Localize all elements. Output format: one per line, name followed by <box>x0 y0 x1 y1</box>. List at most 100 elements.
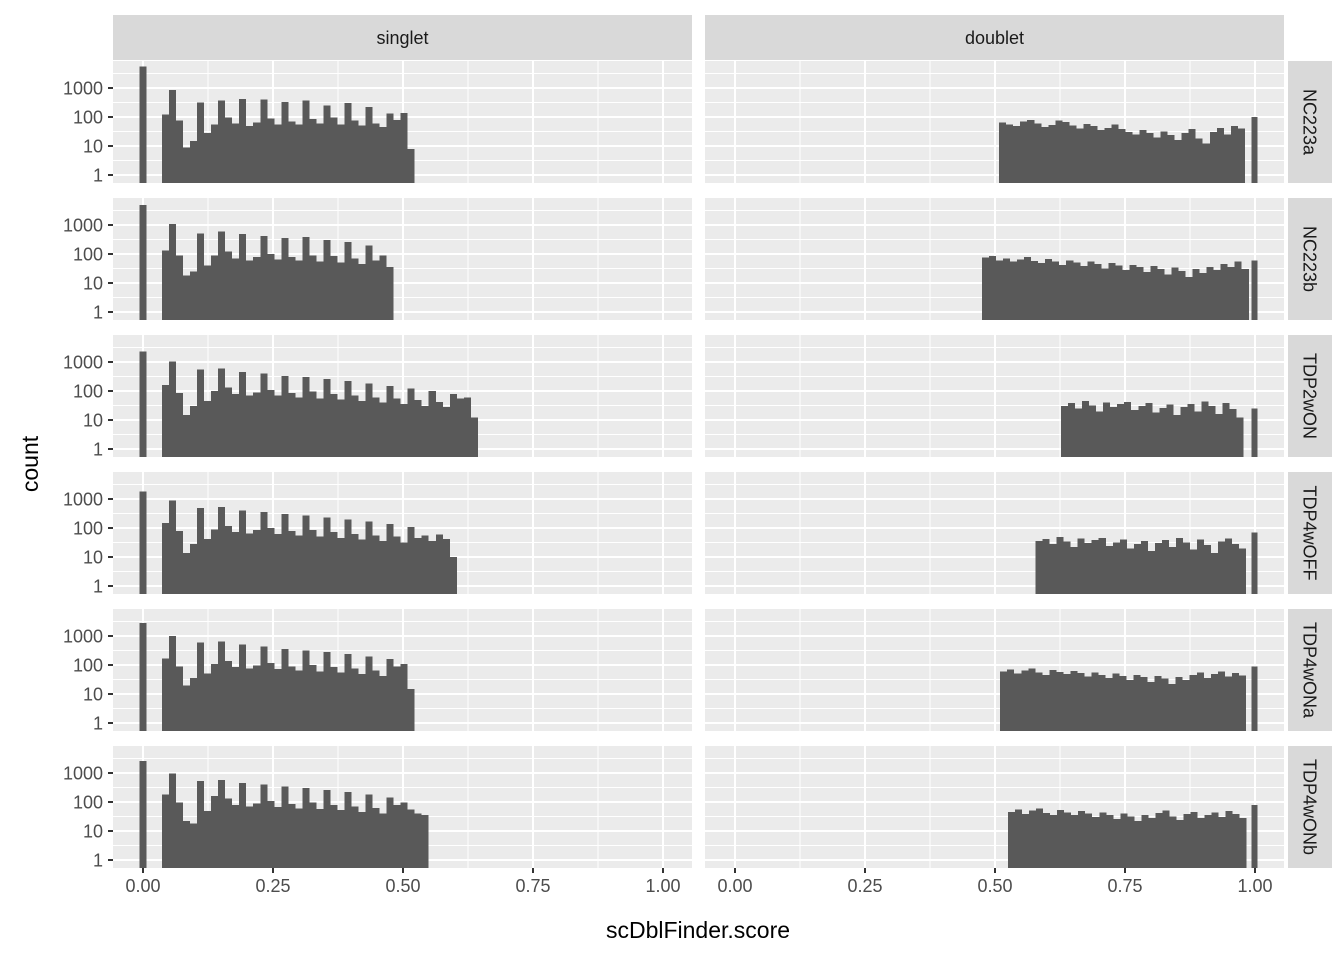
histogram-bar <box>344 103 352 183</box>
histogram-bar <box>1076 128 1084 183</box>
histogram-bar <box>302 788 310 868</box>
histogram-bar <box>1045 258 1053 320</box>
histogram-bar <box>351 806 359 868</box>
histogram-bar <box>274 259 282 320</box>
histogram-bar <box>1014 673 1022 731</box>
histogram-bar <box>1229 408 1237 457</box>
histogram-bar <box>295 260 303 320</box>
panel-TDP2wON-singlet <box>113 335 692 457</box>
histogram-bar <box>1077 538 1085 594</box>
histogram-bar <box>1159 407 1167 457</box>
histogram-bar <box>1203 678 1211 731</box>
histogram-bar <box>1041 127 1049 183</box>
histogram-bar <box>225 251 233 320</box>
histogram-bar <box>1064 812 1072 868</box>
histogram-bar <box>197 233 205 320</box>
histogram-bar <box>190 823 198 868</box>
histogram-bar <box>211 124 219 183</box>
histogram-bar <box>253 665 261 731</box>
histogram-bar <box>1049 544 1057 594</box>
histogram-bar <box>225 117 233 183</box>
histogram-bar <box>161 114 169 183</box>
histogram-bar <box>1070 671 1078 731</box>
histogram-bar <box>1206 266 1214 320</box>
histogram-bar <box>372 808 380 868</box>
histogram-bar <box>1071 814 1079 868</box>
histogram-bar <box>1006 124 1014 183</box>
histogram-bar <box>169 636 177 731</box>
histogram-bar <box>365 656 373 731</box>
histogram-bar <box>1119 539 1127 594</box>
histogram-bar <box>281 101 289 183</box>
histogram-bar <box>1147 681 1155 731</box>
x-axis-tick-label: 0.50 <box>385 876 420 896</box>
histogram-bar <box>1042 675 1050 731</box>
histogram-bar <box>1225 811 1233 868</box>
histogram-bar <box>183 685 191 731</box>
histogram-bar <box>407 809 415 868</box>
histogram-bar <box>267 254 275 320</box>
y-axis-tick-label: 1 <box>93 713 103 733</box>
histogram-bar <box>1105 545 1113 594</box>
histogram-bar <box>1132 134 1140 183</box>
histogram-bar <box>1196 672 1204 731</box>
histogram-bar <box>1140 677 1148 731</box>
histogram-bar <box>1094 264 1102 320</box>
histogram-bar <box>351 395 359 457</box>
histogram-bar <box>358 812 366 868</box>
histogram-bar <box>1091 672 1099 731</box>
histogram-bar <box>379 402 387 457</box>
histogram-bar <box>274 534 282 594</box>
histogram-bar <box>393 119 401 183</box>
y-axis-title: count <box>17 435 43 492</box>
histogram-bar <box>386 385 394 457</box>
histogram-bar <box>330 804 338 868</box>
histogram-bar <box>267 801 275 868</box>
histogram-bar <box>183 275 191 320</box>
histogram-bar <box>421 535 429 594</box>
histogram-bar <box>218 641 226 731</box>
histogram-bar <box>1225 538 1233 594</box>
histogram-bar <box>1251 804 1258 868</box>
histogram-bar <box>1129 264 1137 320</box>
histogram-bar <box>232 804 240 868</box>
histogram-bar <box>1098 674 1106 731</box>
histogram-bar <box>1034 123 1042 183</box>
histogram-bar <box>1055 120 1063 183</box>
y-axis-tick-label: 10 <box>83 136 103 156</box>
histogram-bar <box>358 539 366 594</box>
histogram-bar <box>1077 673 1085 731</box>
facet-strip-col-singlet <box>113 15 692 60</box>
histogram-bar <box>1029 810 1037 868</box>
histogram-bar <box>1161 540 1169 594</box>
histogram-bar <box>1251 260 1258 320</box>
histogram-bar <box>288 256 296 320</box>
histogram-bar <box>1241 269 1249 320</box>
histogram-bar <box>358 401 366 457</box>
histogram-bar <box>1078 811 1086 868</box>
histogram-bar <box>365 107 373 183</box>
histogram-bar <box>456 398 464 457</box>
histogram-bar <box>288 531 296 594</box>
histogram-bar <box>211 391 219 457</box>
histogram-bar <box>169 90 177 183</box>
y-axis-tick-label: 1000 <box>63 215 103 235</box>
facet-strip-row-TDP4wONa <box>1288 609 1332 731</box>
histogram-bar <box>176 120 184 183</box>
histogram-bar <box>428 391 436 457</box>
histogram-bar <box>1099 812 1107 868</box>
histogram-bar <box>421 815 429 868</box>
histogram-bar <box>1126 548 1134 594</box>
histogram-bar <box>309 391 317 457</box>
histogram-bar <box>379 127 387 183</box>
histogram-bar <box>204 538 212 594</box>
histogram-bar <box>218 507 226 594</box>
histogram-bar <box>1251 666 1258 731</box>
histogram-bar <box>260 784 268 868</box>
histogram-bar <box>330 532 338 594</box>
histogram-bar <box>414 813 422 868</box>
histogram-bar <box>1050 815 1058 868</box>
histogram-bar <box>204 673 212 731</box>
histogram-bar <box>169 361 177 457</box>
panel-TDP4wOFF-singlet <box>113 472 692 594</box>
